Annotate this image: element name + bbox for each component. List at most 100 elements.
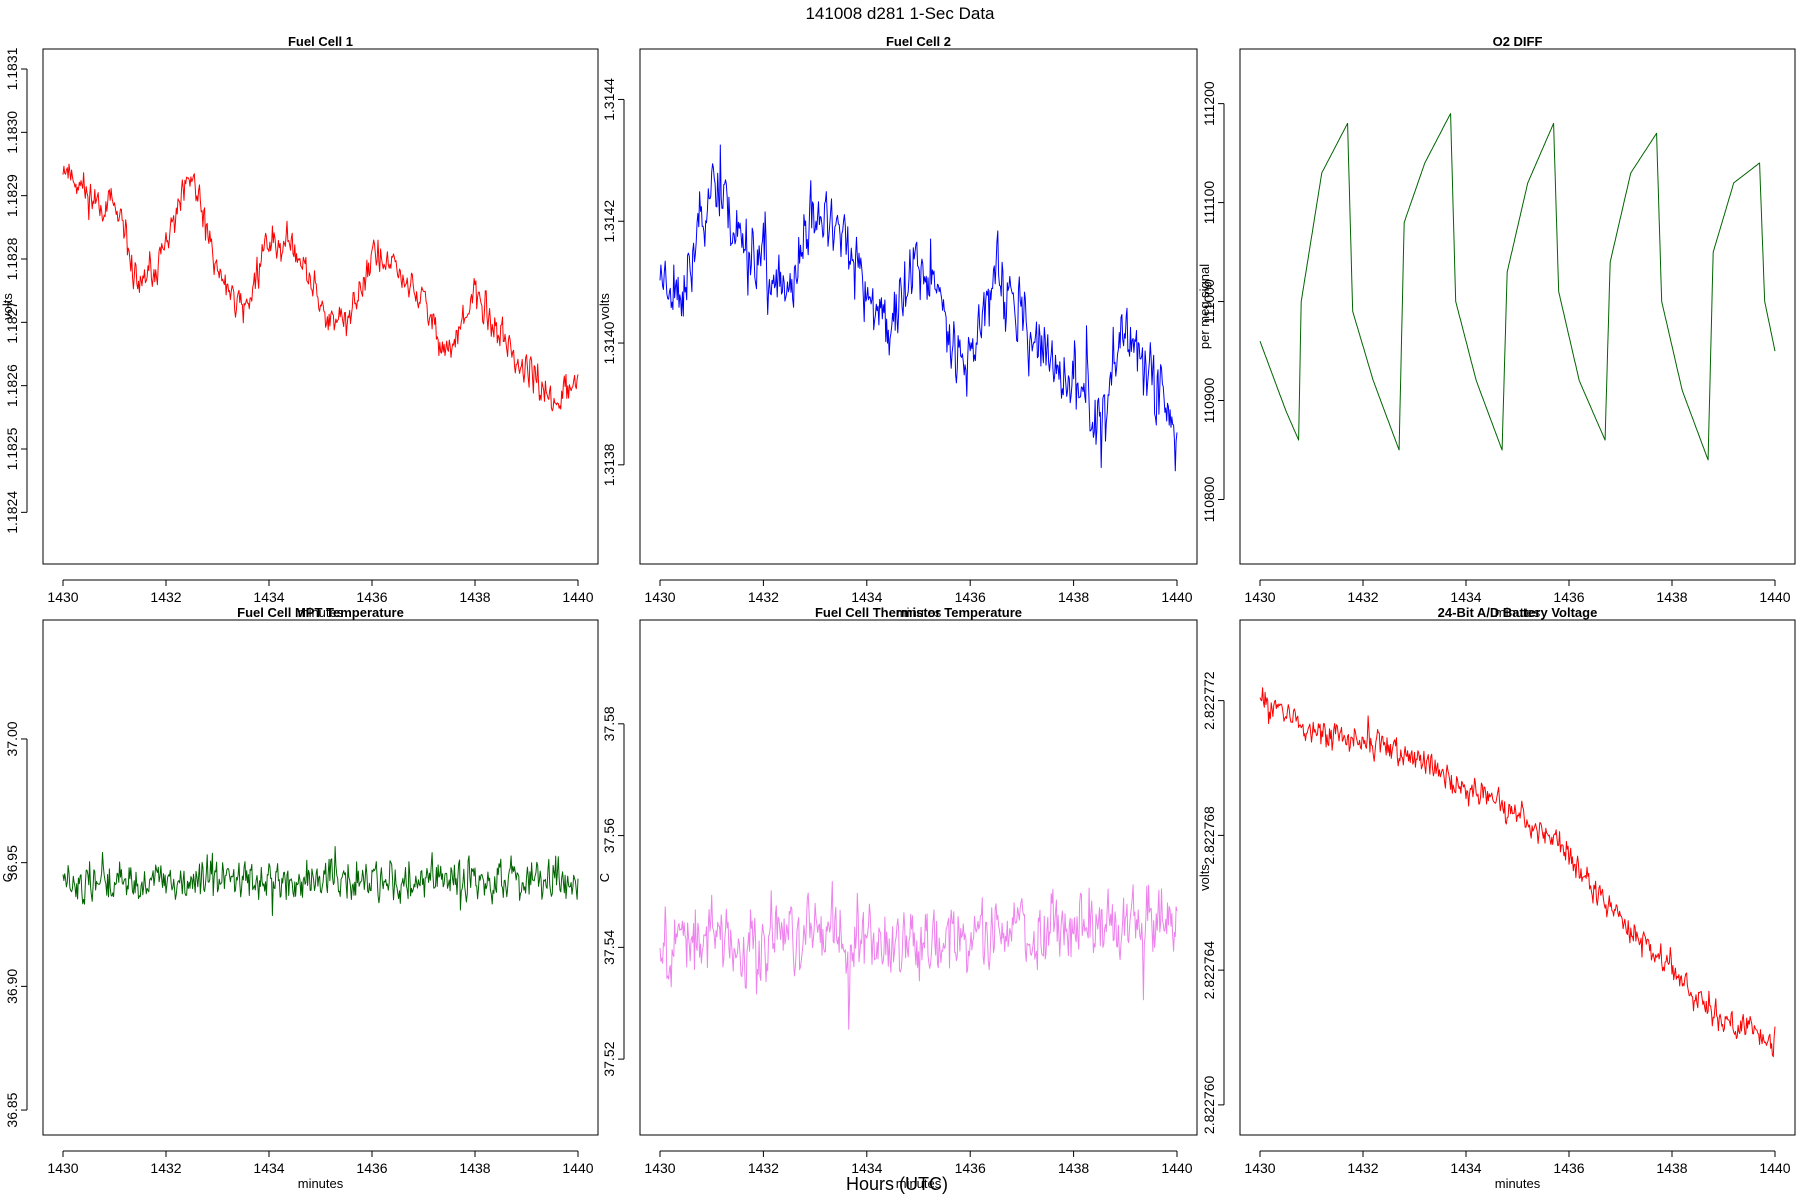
y-tick-label: 36.95 — [4, 845, 20, 880]
x-tick-label: 1432 — [748, 589, 779, 605]
series-line-o2 — [1259, 113, 1776, 461]
x-tick-label: 1440 — [562, 1160, 593, 1176]
y-axis-label: C — [597, 873, 612, 882]
x-tick-label: 1434 — [253, 589, 284, 605]
x-tick-label: 1432 — [150, 589, 181, 605]
chart-title: Fuel Cell Thermistor Temperature — [815, 605, 1022, 620]
y-tick-label: 1.1824 — [4, 491, 20, 534]
x-tick-label: 1436 — [1553, 589, 1584, 605]
y-tick-label: 1.3144 — [601, 78, 617, 121]
chart-panel-fc2: Fuel Cell 2 1430 1432 1434 1436 1438 1440 minut… — [597, 34, 1198, 620]
y-tick-label: 111000 — [1201, 279, 1217, 324]
x-tick-label: 1434 — [253, 1160, 284, 1176]
y-tick-label: 37.58 — [601, 706, 617, 741]
x-tick-label: 1440 — [1161, 1160, 1192, 1176]
y-tick-label: 1.1829 — [4, 174, 20, 217]
y-tick-label: 2.822772 — [1201, 671, 1217, 730]
chart-title: O2 DIFF — [1493, 34, 1543, 49]
x-tick-label: 1438 — [1058, 1160, 1089, 1176]
x-tick-label: 1440 — [1759, 1160, 1790, 1176]
x-tick-label: 1430 — [1244, 589, 1275, 605]
y-axis-label: volts — [597, 293, 612, 320]
x-axis-label: minutes — [1495, 605, 1541, 620]
y-tick-label: 2.822760 — [1201, 1075, 1217, 1134]
y-tick-label: 110800 — [1201, 476, 1217, 522]
y-axis-label: volts — [0, 293, 15, 320]
y-tick-label: 1.3138 — [601, 443, 617, 486]
plot-frame — [639, 619, 1198, 1136]
x-tick-label: 1430 — [1244, 1160, 1275, 1176]
y-tick-label: 2.822768 — [1201, 806, 1217, 865]
chart-panel-batt: 24-Bit A/D Battery Voltage 1430 1432 1434 14… — [1197, 605, 1796, 1191]
chart-title: 24-Bit A/D Battery Voltage — [1438, 605, 1598, 620]
x-tick-label: 1440 — [1161, 589, 1192, 605]
x-axis-label: minutes — [298, 1176, 344, 1191]
chart-title: Fuel Cell MPT Temperature — [237, 605, 404, 620]
x-tick-label: 1436 — [955, 589, 986, 605]
y-tick-label: 36.85 — [4, 1092, 20, 1127]
x-tick-label: 1436 — [356, 1160, 387, 1176]
x-tick-label: 1432 — [1347, 589, 1378, 605]
y-tick-label: 1.1826 — [4, 364, 20, 407]
x-tick-label: 1440 — [1759, 589, 1790, 605]
x-tick-label: 1436 — [356, 589, 387, 605]
y-tick-label: 110900 — [1201, 377, 1217, 423]
x-axis-label: minutes — [896, 1176, 942, 1191]
y-axis-label: C — [0, 873, 15, 882]
x-axis-label: minutes — [896, 605, 942, 620]
y-tick-label: 111100 — [1201, 181, 1217, 225]
y-tick-label: 1.1827 — [4, 301, 20, 344]
series-line-mpt — [62, 846, 579, 916]
series-line-batt — [1259, 687, 1776, 1058]
x-tick-label: 1438 — [1058, 589, 1089, 605]
chart-panel-therm: Fuel Cell Thermistor Temperature 1430 1432… — [597, 605, 1198, 1191]
chart-title: Fuel Cell 1 — [288, 34, 353, 49]
x-tick-label: 1430 — [644, 1160, 675, 1176]
x-tick-label: 1430 — [47, 589, 78, 605]
y-tick-label: 1.1825 — [4, 427, 20, 470]
plot-frame — [639, 48, 1198, 565]
series-line-therm — [659, 881, 1178, 1030]
series-line-fc1 — [62, 163, 579, 412]
y-axis-label: per meg signal — [1197, 264, 1212, 349]
plot-frame — [1239, 48, 1796, 565]
x-tick-label: 1430 — [47, 1160, 78, 1176]
x-axis-label: minutes — [1495, 1176, 1541, 1191]
x-tick-label: 1432 — [748, 1160, 779, 1176]
y-tick-label: 37.54 — [601, 930, 617, 965]
chart-panel-fc1: Fuel Cell 1 1430 1432 1434 1436 1438 1440 minut… — [0, 34, 599, 620]
x-tick-label: 1434 — [1450, 589, 1481, 605]
y-tick-label: 1.1831 — [4, 47, 20, 90]
y-tick-label: 1.1828 — [4, 237, 20, 280]
x-tick-label: 1440 — [562, 589, 593, 605]
series-line-fc2 — [659, 144, 1178, 472]
y-tick-label: 1.3142 — [601, 200, 617, 243]
x-tick-label: 1438 — [1656, 589, 1687, 605]
page-title: 141008 d281 1-Sec Data — [805, 4, 995, 23]
x-tick-label: 1436 — [1553, 1160, 1584, 1176]
chart-panel-o2: O2 DIFF 1430 1432 1434 1436 1438 1440 minutes 11… — [1197, 34, 1796, 620]
y-tick-label: 36.90 — [4, 969, 20, 1004]
y-tick-label: 37.00 — [4, 721, 20, 756]
y-tick-label: 37.56 — [601, 818, 617, 853]
x-tick-label: 1432 — [1347, 1160, 1378, 1176]
x-tick-label: 1432 — [150, 1160, 181, 1176]
x-tick-label: 1438 — [459, 1160, 490, 1176]
y-tick-label: 2.822764 — [1201, 941, 1217, 1000]
x-tick-label: 1436 — [955, 1160, 986, 1176]
x-tick-label: 1434 — [851, 1160, 882, 1176]
plot-frame — [1239, 619, 1796, 1136]
chart-panel-mpt: Fuel Cell MPT Temperature 1430 1432 1434 143… — [0, 605, 599, 1191]
y-axis-label: volts — [1197, 864, 1212, 891]
y-tick-label: 37.52 — [601, 1041, 617, 1076]
x-tick-label: 1434 — [851, 589, 882, 605]
plot-frame — [42, 48, 599, 565]
x-tick-label: 1434 — [1450, 1160, 1481, 1176]
x-tick-label: 1438 — [459, 589, 490, 605]
plot-frame — [42, 619, 599, 1136]
y-tick-label: 1.3140 — [601, 321, 617, 364]
x-axis-label: minutes — [298, 605, 344, 620]
chart-title: Fuel Cell 2 — [886, 34, 951, 49]
y-tick-label: 1.1830 — [4, 111, 20, 154]
